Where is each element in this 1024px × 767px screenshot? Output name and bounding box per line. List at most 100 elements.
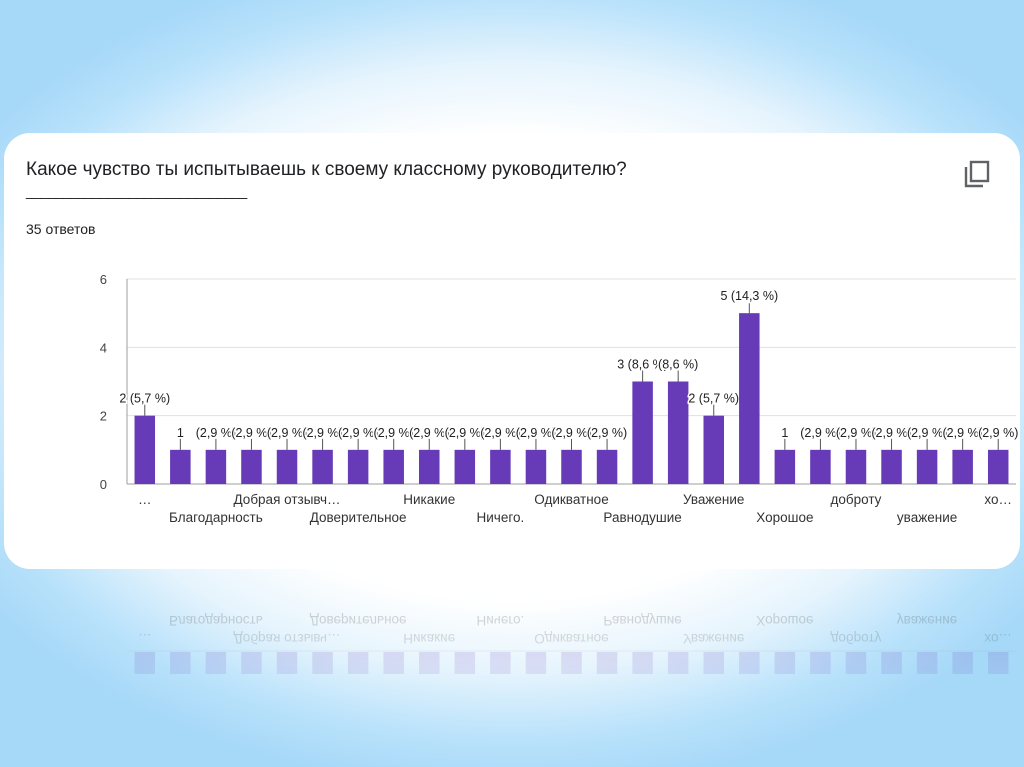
bar	[205, 449, 227, 484]
data-label: (2,9 %)	[480, 426, 520, 440]
reflection-bar	[490, 652, 511, 674]
reflection-bar	[241, 652, 262, 674]
category-label: уважение	[897, 510, 957, 525]
question-card: Какое чувство ты испытываешь к своему кл…	[4, 133, 1020, 569]
reflection-bar	[383, 652, 404, 674]
bar	[383, 449, 404, 484]
bar	[419, 449, 440, 484]
reflection-label: …	[138, 631, 152, 646]
card-reflection: … Благодарность Добрая отзывч… Доверительно…	[4, 574, 1020, 744]
bar	[454, 449, 476, 484]
data-label: (2,9 %)	[943, 426, 983, 440]
reflection-bar	[525, 652, 547, 674]
reflection-bar	[312, 652, 333, 674]
reflection-bar	[881, 652, 902, 674]
reflection-bar	[561, 652, 582, 674]
reflection-label: хо…	[984, 631, 1012, 646]
bar	[632, 381, 653, 484]
reflection-label: Добрая отзывч…	[234, 631, 341, 646]
category-label: Доверительное	[310, 510, 407, 525]
data-label: 1	[781, 426, 788, 440]
data-label: (2,9 %)	[267, 426, 307, 440]
bar	[241, 449, 262, 484]
data-label: 5 (14,3 %)	[720, 289, 778, 303]
reflection-label: Уважение	[683, 631, 744, 646]
y-tick-label: 4	[100, 340, 107, 355]
data-label: (8,6 %)	[658, 358, 698, 372]
category-label: Никакие	[403, 492, 455, 507]
reflection-label: Равнодушие	[603, 613, 681, 628]
reflection-bar	[845, 652, 867, 674]
bar	[347, 449, 369, 484]
question-title: Какое чувство ты испытываешь к своему кл…	[26, 159, 627, 180]
category-label: Хорошое	[756, 510, 813, 525]
reflection-bar	[347, 652, 369, 674]
reflection-bar	[419, 652, 440, 674]
data-label: 1	[177, 426, 184, 440]
reflection-label: Хорошое	[756, 613, 813, 628]
category-label: хо…	[984, 492, 1012, 507]
copy-icon-glyph	[964, 160, 990, 188]
reflection-bar	[916, 652, 938, 674]
data-label: (2,9 %)	[374, 426, 414, 440]
reflection-bar	[205, 652, 227, 674]
bar	[667, 381, 689, 484]
reflection-label: Доверительное	[310, 613, 407, 628]
data-label: (2,9 %)	[338, 426, 378, 440]
category-label: Добрая отзывч…	[234, 492, 341, 507]
reflection-bar	[276, 652, 298, 674]
reflection-bar	[703, 652, 724, 674]
copy-icon[interactable]	[962, 159, 992, 189]
y-tick-label: 6	[100, 272, 107, 287]
reflection-label: Благодарность	[169, 613, 263, 628]
bar	[987, 449, 1009, 484]
reflection-label: Одикватное	[534, 631, 608, 646]
category-label: Одикватное	[534, 492, 608, 507]
data-label: (2,9 %)	[587, 426, 627, 440]
data-label: 3 (8,6 %)	[617, 358, 668, 372]
data-label: (2,9 %)	[836, 426, 876, 440]
data-label: (2,9 %)	[409, 426, 449, 440]
data-label: (2,9 %)	[231, 426, 271, 440]
reflection-bar	[454, 652, 476, 674]
category-label: Уважение	[683, 492, 744, 507]
category-label: доброту	[831, 492, 882, 507]
data-label: (2,9 %)	[516, 426, 556, 440]
category-label: Равнодушие	[603, 510, 681, 525]
reflection-bar	[739, 652, 760, 674]
reflection-bar	[632, 652, 653, 674]
data-label: (2,9 %)	[871, 426, 911, 440]
data-label: (2,9 %)	[800, 426, 840, 440]
bar	[490, 449, 511, 484]
y-tick-label: 2	[100, 409, 107, 424]
bar	[276, 449, 298, 484]
category-label: Ничего.	[477, 510, 525, 525]
category-label: …	[138, 492, 152, 507]
data-label: (2,9 %)	[551, 426, 591, 440]
bar	[916, 449, 938, 484]
reflection-bar	[667, 652, 689, 674]
bar	[703, 415, 724, 484]
y-tick-label: 0	[100, 477, 107, 492]
data-label: (2,9 %)	[196, 426, 236, 440]
reflection-bar	[134, 652, 156, 674]
reflection-bar	[952, 652, 973, 674]
bar	[312, 449, 333, 484]
reflection-chart: … Благодарность Добрая отзывч… Доверительно…	[127, 613, 1016, 674]
reflection-bar	[810, 652, 831, 674]
data-label: (2,9 %)	[978, 426, 1018, 440]
reflection-label: уважение	[897, 613, 957, 628]
bar	[774, 449, 796, 484]
reflection-bar	[774, 652, 796, 674]
reflection-label: Никакие	[403, 631, 455, 646]
bar	[881, 449, 902, 484]
data-label: 2 (5,7 %)	[688, 392, 739, 406]
bar	[952, 449, 973, 484]
bar	[134, 415, 156, 484]
data-label: 2 (5,7 %)	[119, 392, 170, 406]
data-label: (2,9 %)	[907, 426, 947, 440]
question-underline: ______________________________	[26, 183, 247, 200]
response-count: 35 ответов	[26, 221, 96, 237]
category-label: Благодарность	[169, 510, 263, 525]
